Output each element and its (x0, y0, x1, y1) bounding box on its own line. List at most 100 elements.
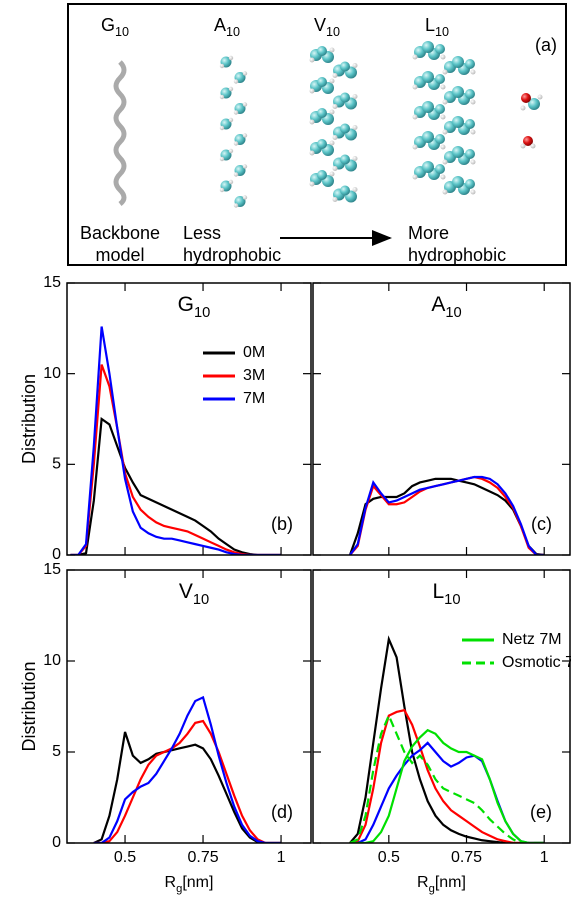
plot-area (348, 475, 545, 555)
molecule-label-part: 10 (326, 25, 340, 39)
chart-title-part: L (432, 580, 444, 603)
atom (317, 170, 327, 180)
chart-title: A10 (431, 293, 461, 321)
plot-frame (66, 282, 312, 556)
atom (452, 116, 464, 128)
atom (309, 119, 315, 125)
atom (465, 179, 475, 189)
atom (219, 63, 225, 69)
molecules (219, 41, 543, 208)
atom (317, 108, 327, 118)
atom (233, 203, 239, 208)
atom (228, 179, 234, 185)
atom (528, 98, 540, 110)
panel-tag: (e) (530, 802, 552, 822)
atom (412, 144, 418, 150)
less-label: hydrophobic (183, 245, 281, 265)
x-axis-label-part: g (176, 883, 182, 895)
legend-label: 7M (243, 390, 265, 407)
atom (317, 77, 327, 87)
atom (435, 164, 445, 174)
chart-title: L10 (432, 580, 460, 608)
x-axis-label-part: g (429, 883, 435, 895)
chart-title-part: 10 (445, 305, 461, 321)
x-tick-label: 0.75 (451, 849, 482, 866)
atom (470, 69, 476, 75)
atom (309, 57, 315, 63)
atom (219, 125, 225, 131)
atom (435, 134, 445, 144)
atom (352, 63, 358, 68)
chart-title: G10 (178, 293, 211, 321)
atom (340, 185, 350, 196)
atom (332, 166, 338, 171)
y-axis-label: Distribution (19, 661, 39, 751)
atom (442, 189, 448, 195)
molecule-label-part: 10 (226, 25, 240, 39)
atom (329, 109, 335, 115)
plot-frame (66, 569, 312, 844)
atom (219, 156, 225, 162)
atom (452, 86, 464, 98)
atom (440, 114, 446, 120)
molecule-label: L10 (425, 15, 449, 40)
atom (317, 139, 327, 149)
atom (465, 59, 475, 69)
x-tick-label: 0.75 (187, 849, 218, 866)
y-tick-label: 10 (43, 365, 61, 382)
atom (465, 89, 475, 99)
atom (435, 74, 445, 84)
series-line (349, 728, 545, 843)
molecule-label-part: L (425, 15, 435, 35)
atom (412, 54, 418, 60)
backbone-label: Backbone (80, 223, 160, 243)
atom (442, 129, 448, 135)
x-axis-label: Rg[nm] (165, 874, 214, 895)
atom (228, 117, 234, 123)
atom (520, 105, 526, 111)
atom (242, 164, 248, 169)
atom (440, 144, 446, 150)
atom (309, 150, 315, 156)
atom (442, 159, 448, 165)
atom (242, 71, 248, 76)
atom (520, 143, 526, 149)
x-axis-label-part: [nm] (182, 874, 213, 891)
atom (233, 110, 239, 115)
molecule-label-part: V (314, 15, 326, 35)
atom (465, 149, 475, 159)
atom (228, 55, 234, 61)
atom (470, 129, 476, 135)
y-axis-label: Distribution (19, 374, 39, 464)
atom (422, 131, 434, 143)
series-line (93, 719, 282, 843)
series-line (349, 708, 545, 843)
atom (352, 156, 358, 161)
plot-frame (312, 569, 571, 844)
atom (530, 143, 536, 149)
atom (332, 104, 338, 109)
atom (442, 99, 448, 105)
atom (329, 47, 335, 53)
atom (440, 84, 446, 90)
series-line (70, 326, 282, 555)
atom (422, 41, 434, 53)
x-axis-label-part: R (417, 874, 429, 891)
chart-title-part: G (178, 293, 194, 316)
atom (352, 94, 358, 99)
panel-tag: (a) (535, 35, 557, 55)
atom (309, 88, 315, 94)
atom (329, 78, 335, 84)
panel-a-frame (67, 3, 567, 266)
backbone-model (113, 60, 127, 206)
y-tick-label: 10 (43, 652, 61, 669)
atom (332, 197, 338, 202)
atom (440, 54, 446, 60)
atom (242, 102, 248, 107)
y-tick-label: 0 (52, 546, 61, 563)
backbone-label: model (95, 245, 144, 265)
atom (228, 148, 234, 154)
atom (219, 94, 225, 100)
molecule-label: G10 (101, 15, 129, 40)
atom (340, 154, 350, 165)
